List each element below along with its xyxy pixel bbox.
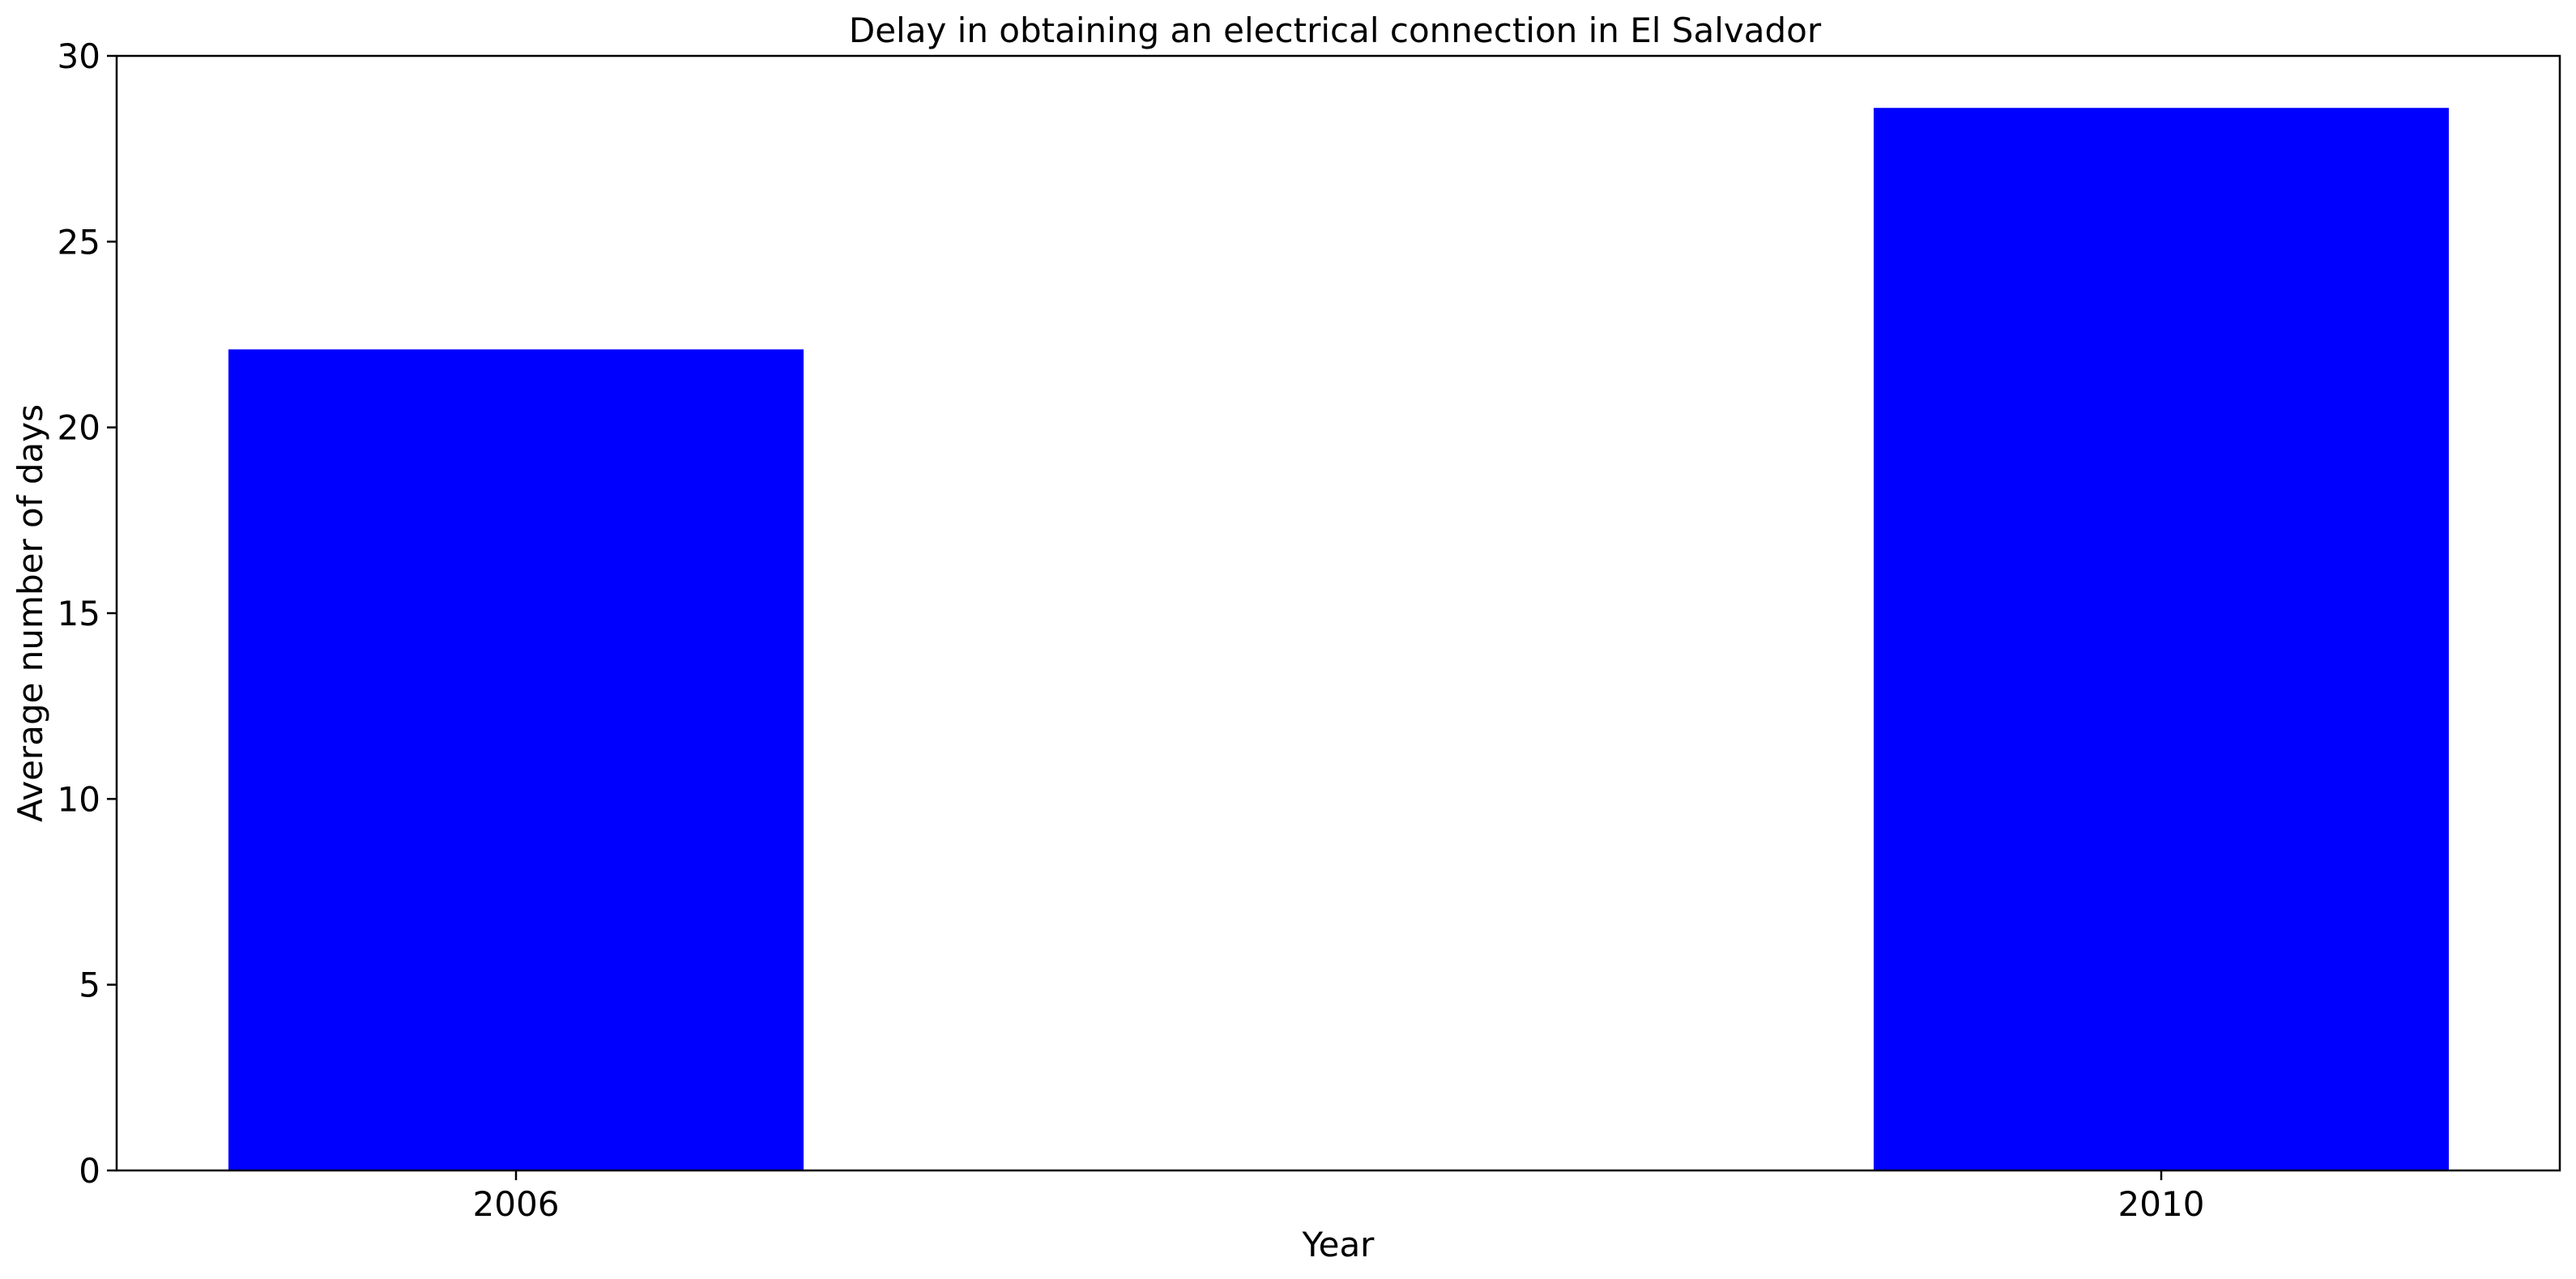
y-tick-label: 15: [58, 594, 100, 633]
bar-2006: [228, 349, 804, 1170]
bar-series: [228, 108, 2449, 1170]
y-tick-label: 20: [58, 408, 100, 448]
y-tick-label: 30: [58, 36, 100, 76]
y-tick-label: 0: [79, 1151, 100, 1191]
x-tick-label: 2010: [2118, 1184, 2205, 1224]
x-tick-label: 2006: [473, 1184, 560, 1224]
y-tick-label: 25: [58, 222, 100, 262]
x-axis-label: Year: [1302, 1225, 1375, 1264]
y-tick-label: 5: [79, 966, 100, 1005]
y-axis-label: Average number of days: [11, 404, 50, 822]
x-axis: 2006 2010: [473, 1170, 2205, 1224]
chart-title: Delay in obtaining an electrical connect…: [849, 11, 1822, 50]
y-tick-label: 10: [58, 779, 100, 819]
bar-2010: [1874, 108, 2449, 1170]
y-axis: 0 5 10 15 20 25 30: [58, 36, 117, 1191]
plot-frame: [115, 54, 2561, 1172]
